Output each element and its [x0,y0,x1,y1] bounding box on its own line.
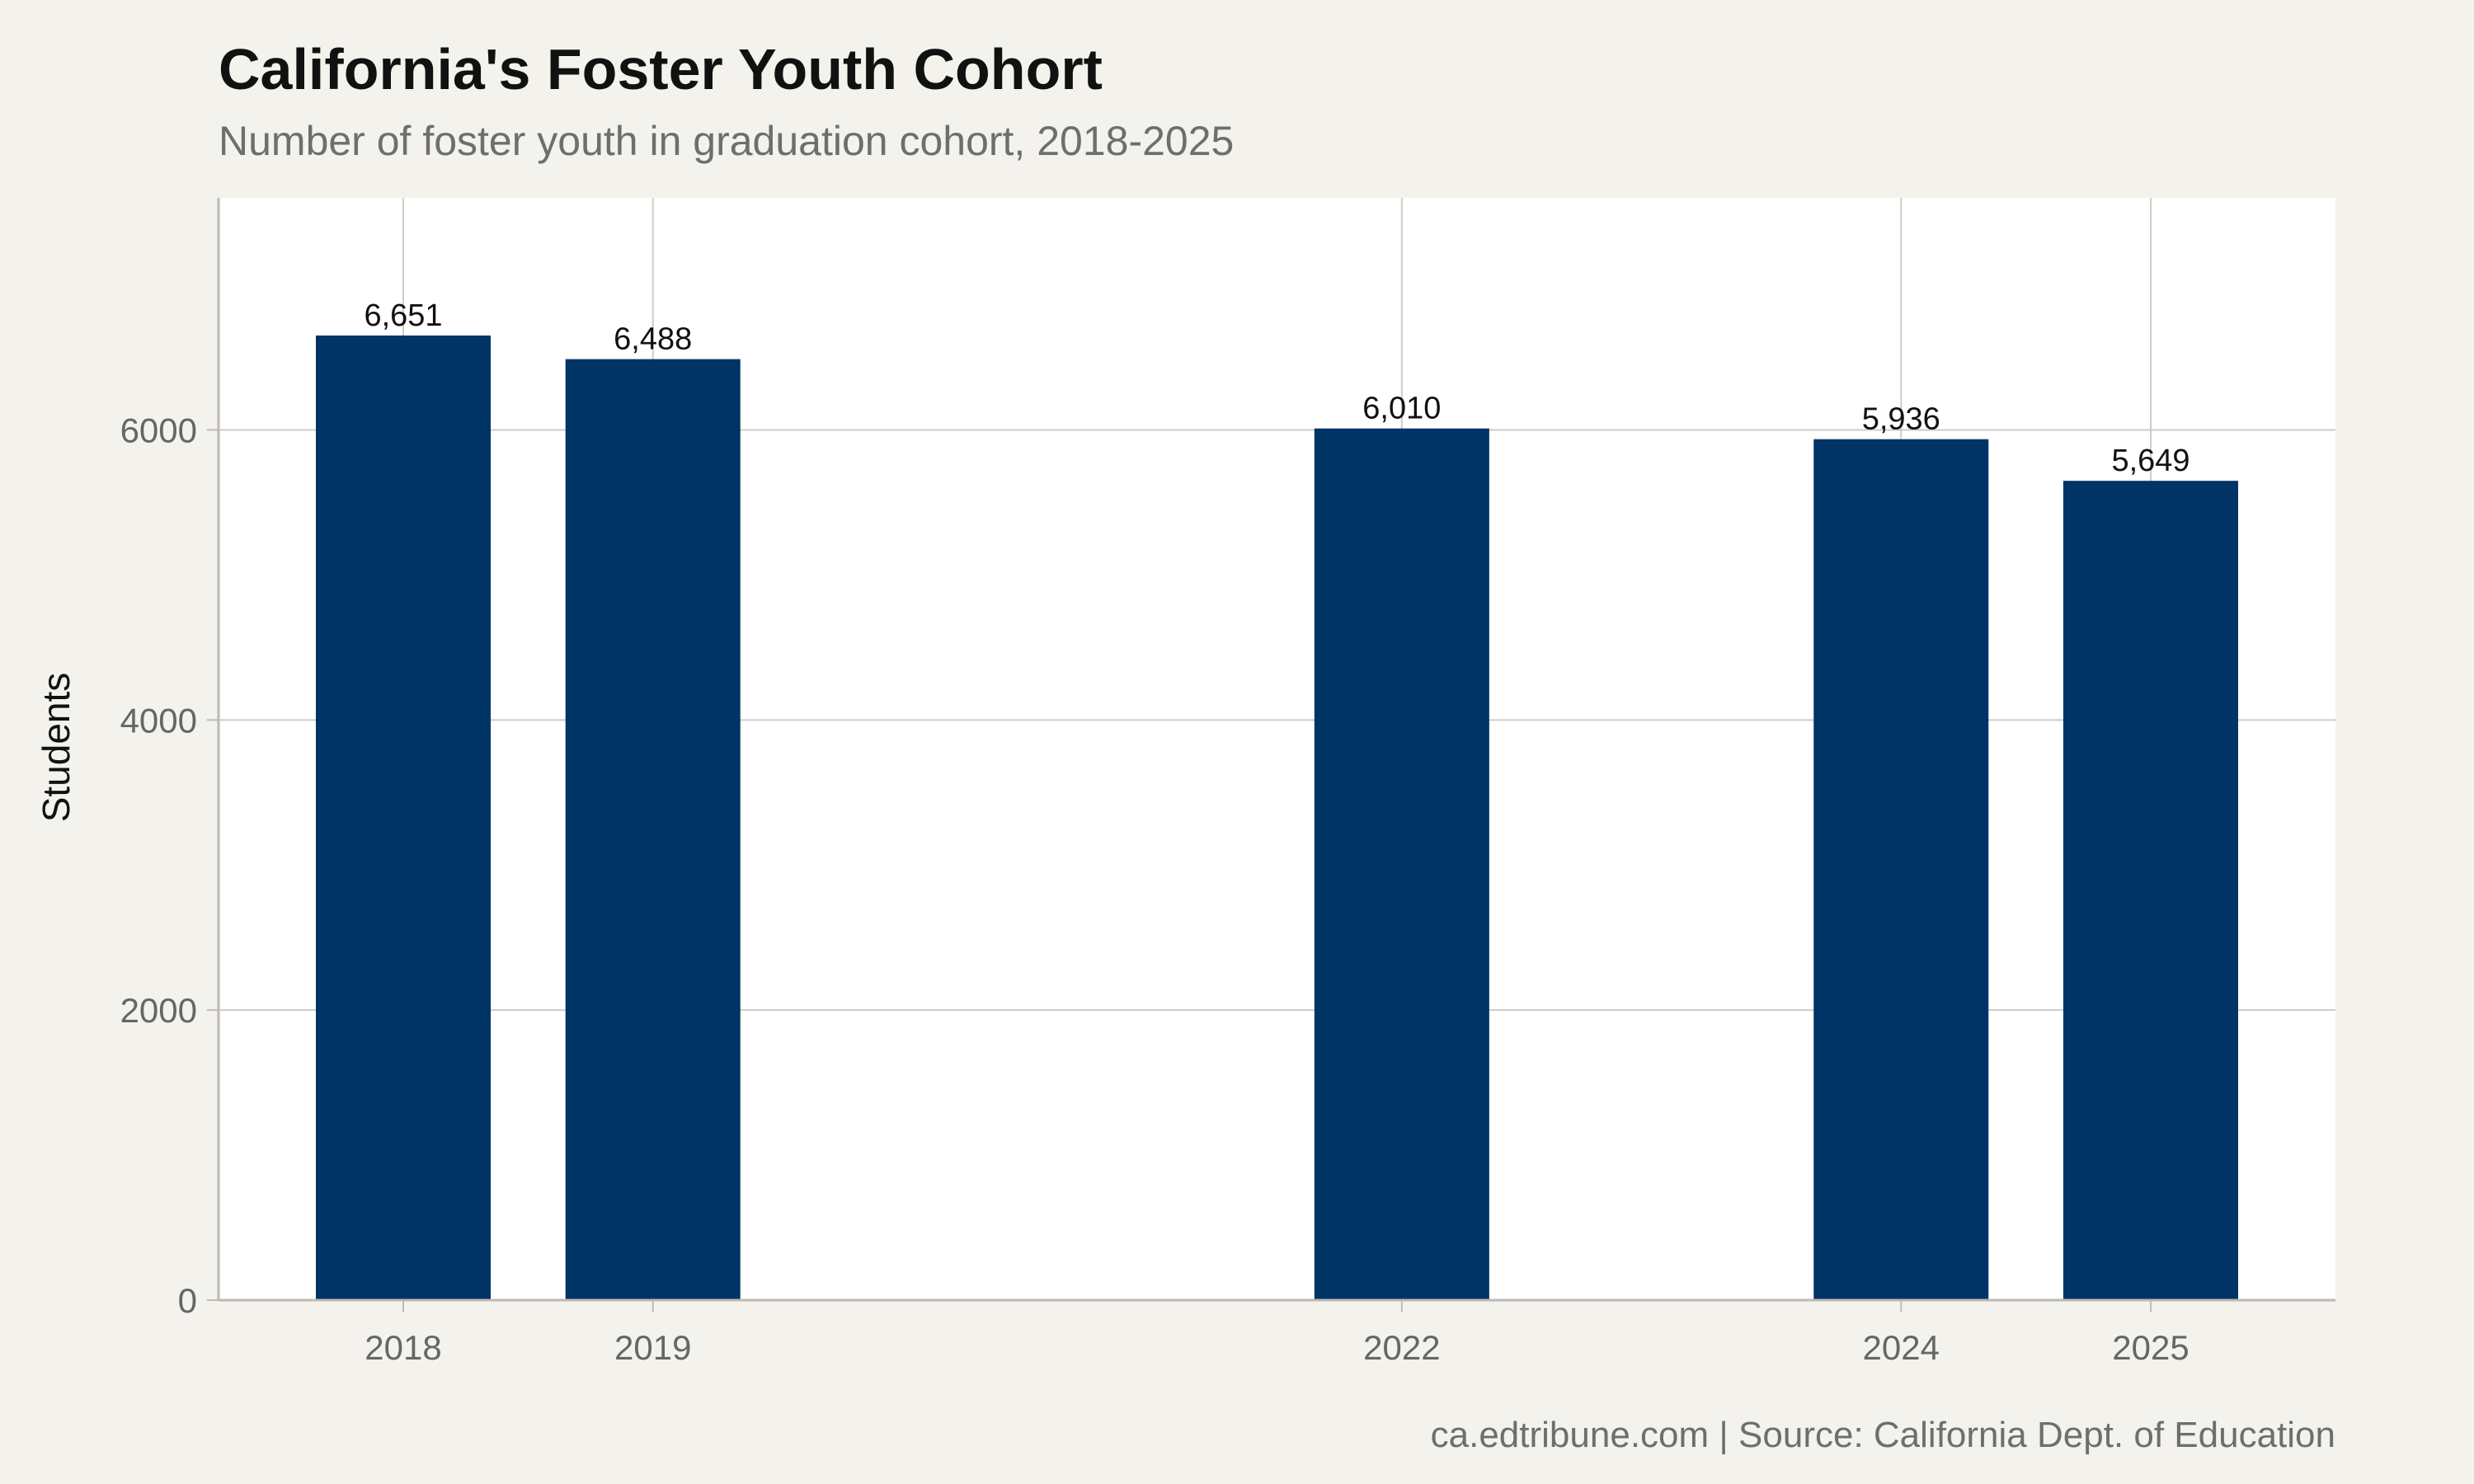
data-labels: 6,651 6,488 6,010 5,936 5,649 [364,298,2189,478]
axes: 0 2000 4000 6000 2018 2019 2022 2024 2025 [120,198,2335,1367]
bar-2024 [1813,439,1989,1300]
bar-2025 [2062,481,2238,1300]
x-tick-label-2018: 2018 [365,1328,441,1367]
y-tick-label-0: 0 [178,1281,197,1320]
x-tick-label-2022: 2022 [1363,1328,1440,1367]
y-tick-label-3: 6000 [120,411,197,449]
bar-2022 [1314,428,1489,1300]
data-label-2022: 6,010 [1362,392,1441,426]
y-tick-label-1: 2000 [120,991,197,1030]
data-label-2025: 5,649 [2111,444,2189,478]
x-tick-label-2019: 2019 [614,1328,691,1367]
chart-title: California's Foster Youth Cohort [219,37,1103,101]
chart-caption: ca.edtribune.com | Source: California De… [1430,1415,2335,1455]
x-tick-label-2024: 2024 [1863,1328,1940,1367]
data-label-2018: 6,651 [364,298,442,333]
bar-2019 [565,359,741,1300]
bar-2018 [316,335,492,1300]
plot-panel [219,198,2335,1300]
chart-subtitle: Number of foster youth in graduation coh… [219,118,1235,164]
bars [316,335,2238,1300]
x-tick-label-2025: 2025 [2112,1328,2189,1367]
y-axis-title: Students [35,673,78,823]
y-tick-label-2: 4000 [120,701,197,740]
data-label-2019: 6,488 [614,322,692,357]
data-label-2024: 5,936 [1862,402,1940,437]
